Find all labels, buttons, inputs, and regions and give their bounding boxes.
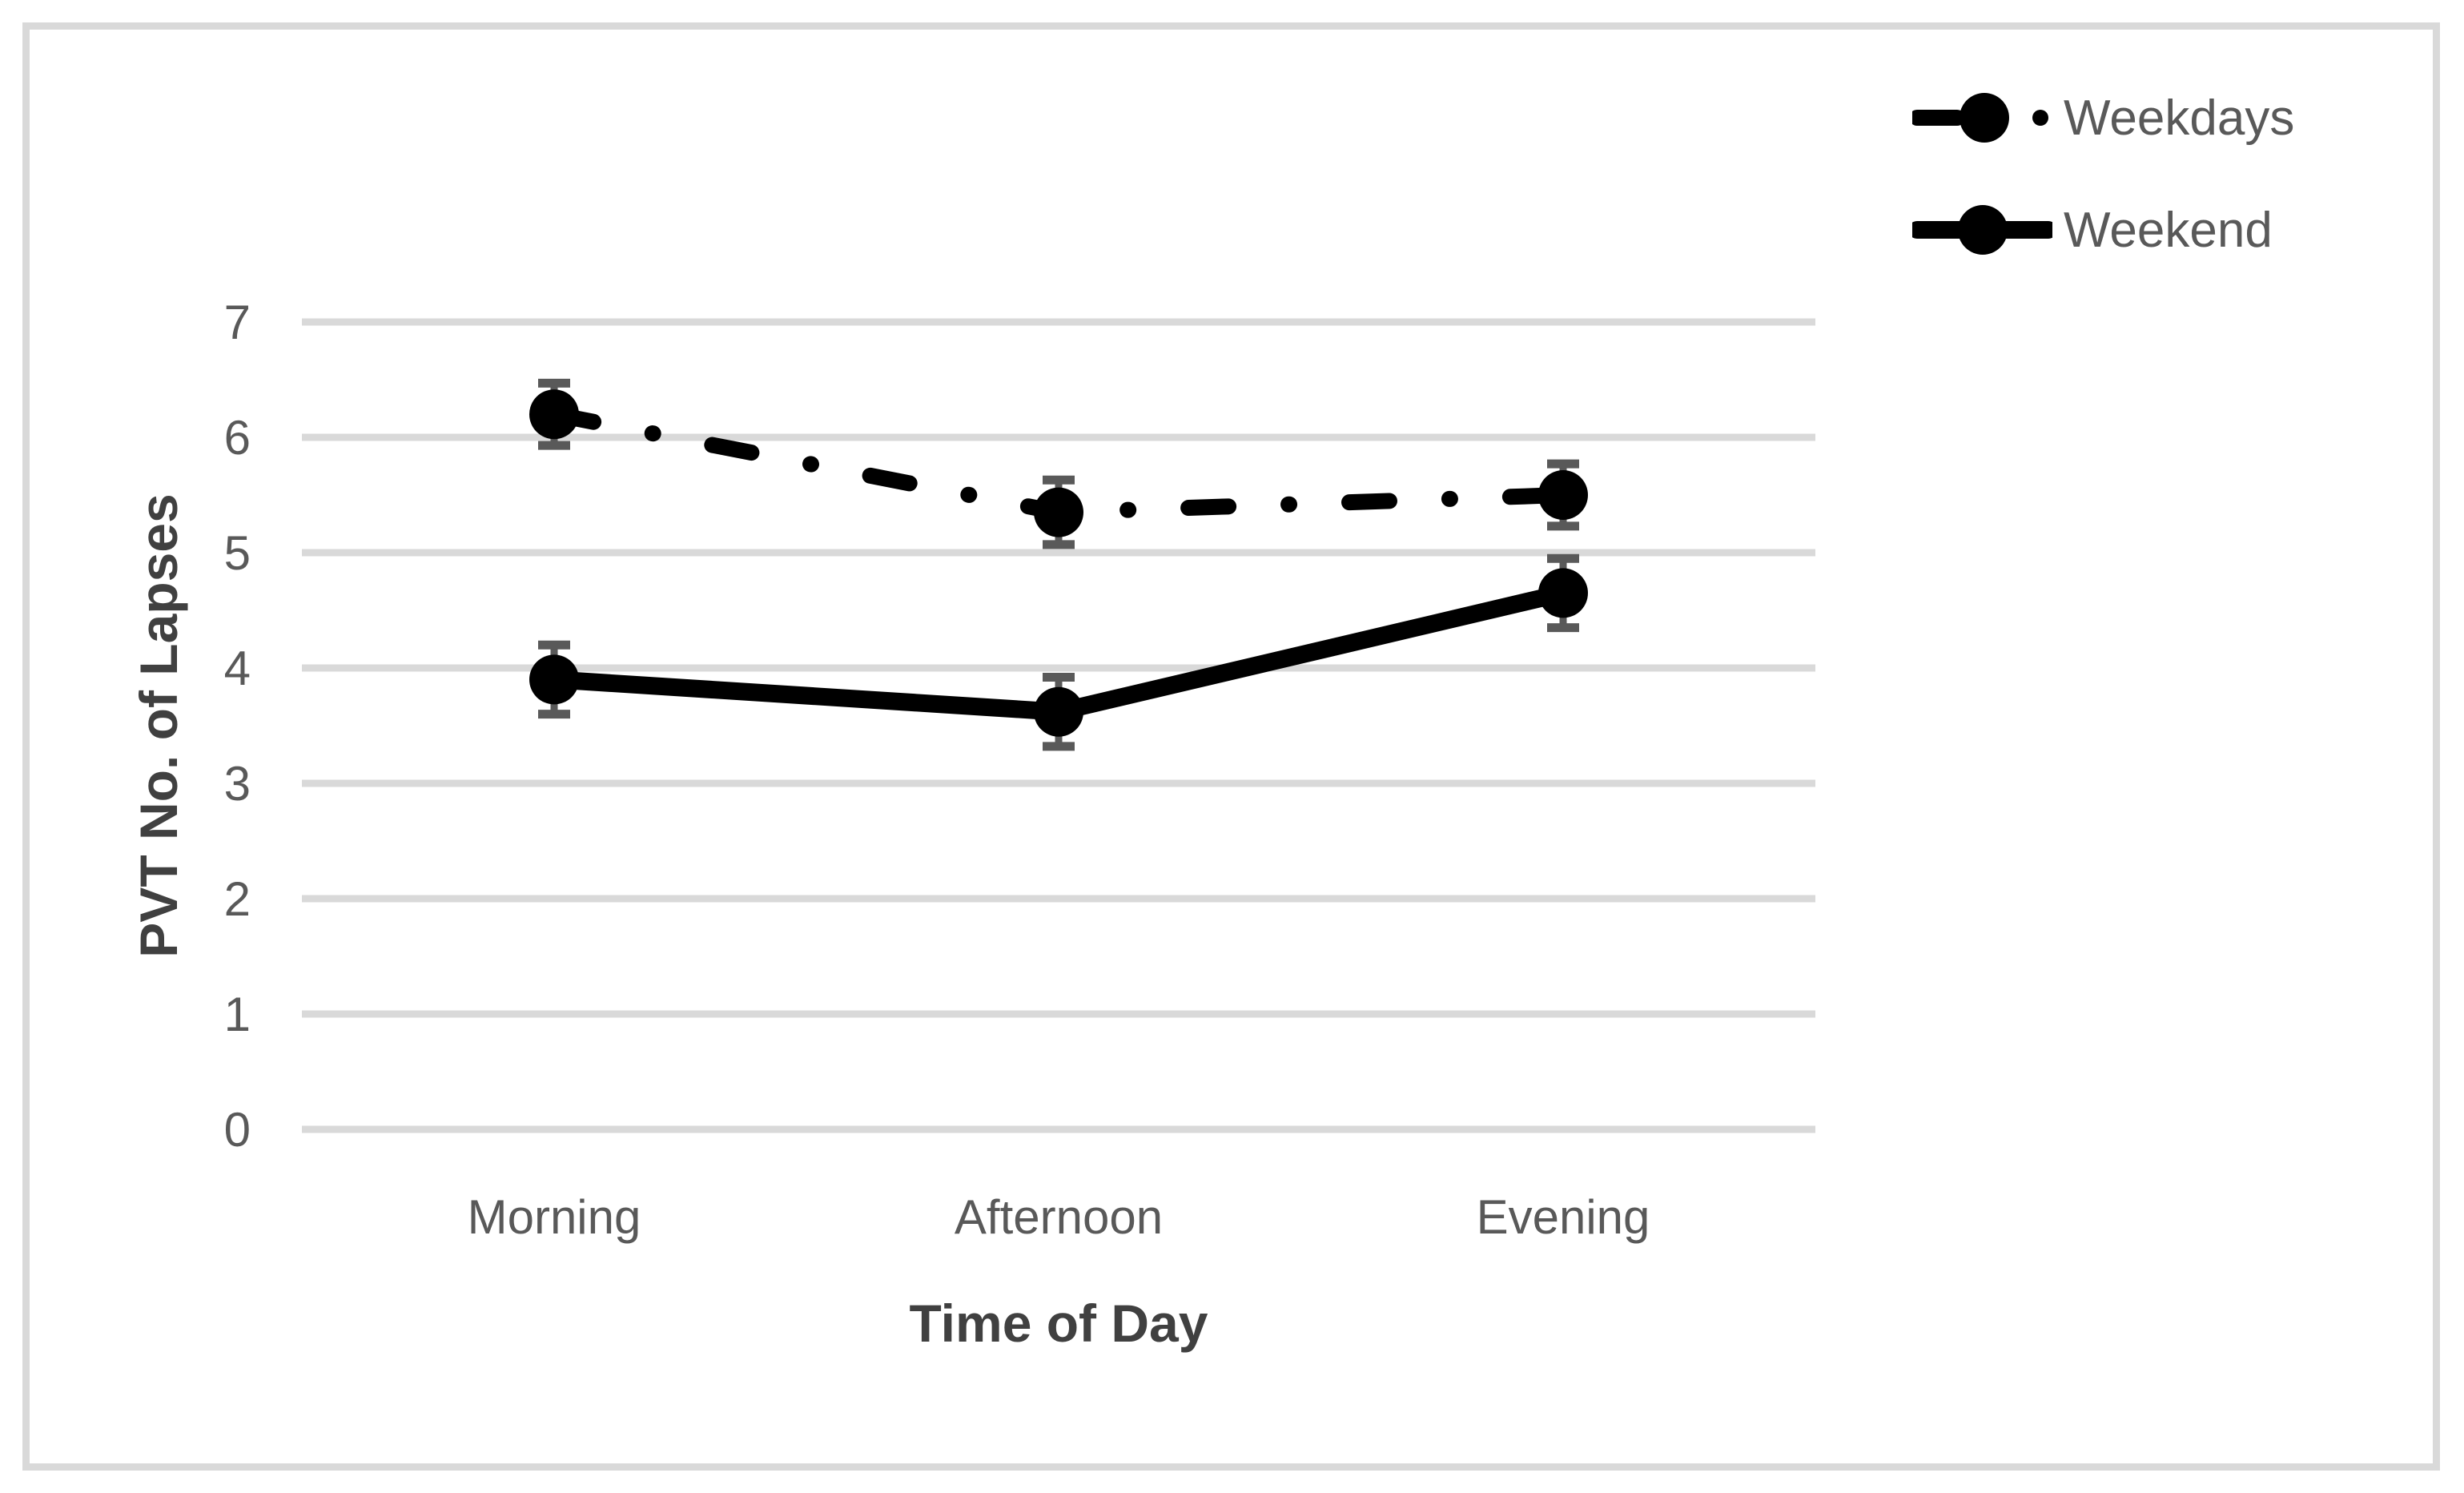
x-tick-label: Evening: [1477, 1190, 1650, 1244]
y-tick-label: 1: [224, 988, 251, 1041]
data-point-weekend: [1538, 568, 1588, 618]
data-point-weekdays: [529, 389, 579, 440]
data-point-weekdays: [1034, 487, 1083, 537]
legend: Weekdays Weekend: [1912, 85, 2294, 263]
y-tick-label: 7: [224, 296, 251, 349]
x-tick-label: Morning: [468, 1190, 641, 1244]
x-tick-label: Afternoon: [955, 1190, 1163, 1244]
data-point-weekend: [1034, 686, 1083, 737]
legend-label-weekdays: Weekdays: [2064, 90, 2295, 146]
x-axis-title: Time of Day: [909, 1294, 1208, 1353]
y-tick-label: 6: [224, 411, 251, 465]
data-point-weekdays: [1538, 470, 1588, 520]
y-tick-label: 3: [224, 757, 251, 811]
data-point-weekend: [529, 654, 579, 705]
legend-item-weekend: Weekend: [1912, 197, 2294, 263]
weekend-solid-line-icon: [1912, 205, 2052, 255]
legend-item-weekdays: Weekdays: [1912, 85, 2294, 151]
chart-border: [22, 22, 2440, 1471]
y-tick-label: 0: [224, 1103, 251, 1157]
legend-label-weekend: Weekend: [2064, 202, 2273, 258]
y-tick-label: 4: [224, 642, 251, 695]
y-tick-label: 2: [224, 872, 251, 926]
y-tick-label: 5: [224, 526, 251, 580]
weekdays-dashdot-line-icon: [1912, 93, 2048, 143]
y-axis-title: PVT No. of Lapses: [129, 493, 188, 958]
